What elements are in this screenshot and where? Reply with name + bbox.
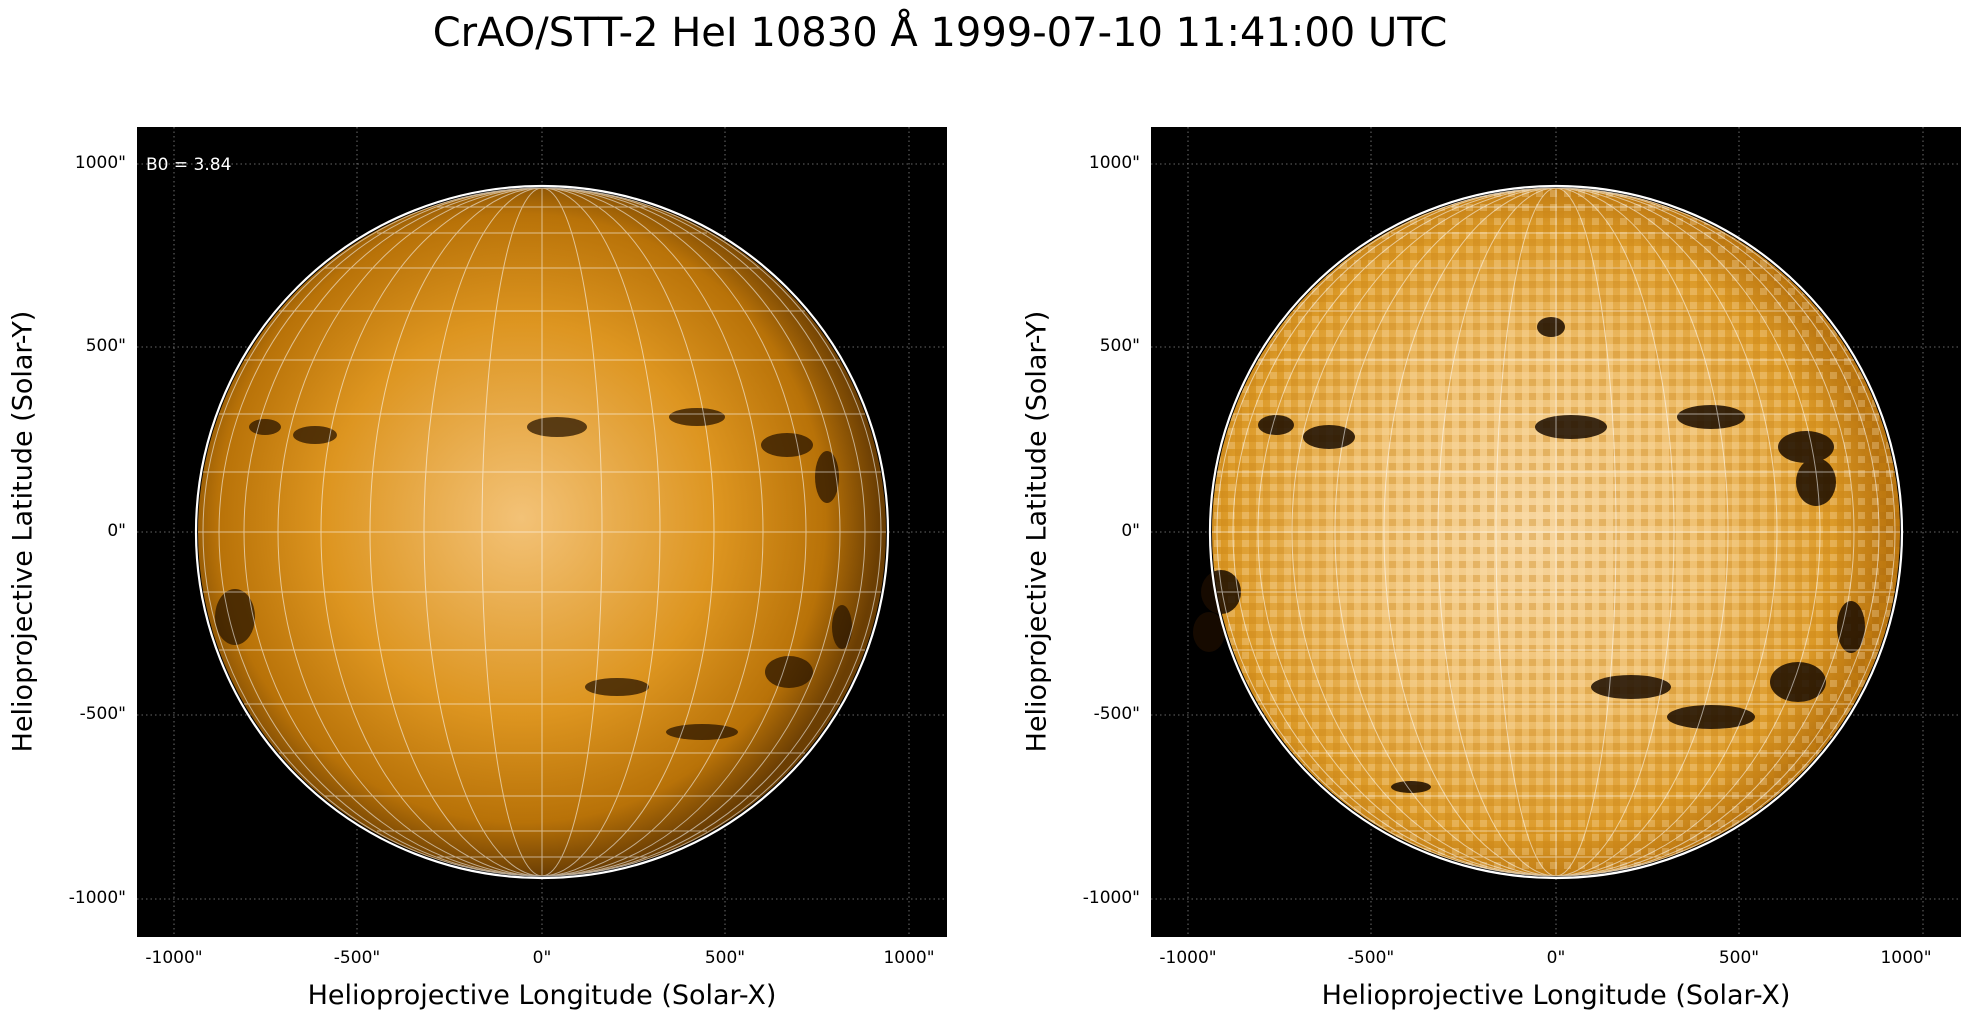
y-tick-label: -500": [1093, 704, 1140, 724]
y-tick-label: -1000": [1082, 888, 1140, 908]
x-tick-label: -500": [333, 948, 381, 968]
x-tick-label: 500": [1718, 948, 1760, 968]
x-axis-label: Helioprojective Longitude (Solar-X): [307, 980, 777, 1011]
solar-disk-left: [137, 127, 947, 937]
y-tick-label: -500": [79, 704, 126, 724]
filaments: [1193, 317, 1865, 793]
x-tick-label: 1000": [883, 948, 935, 968]
x-tick-label: 1000": [1880, 948, 1932, 968]
x-axis-label: Helioprojective Longitude (Solar-X): [1321, 980, 1791, 1011]
y-axis-label: Helioprojective Latitude (Solar-Y): [1021, 310, 1053, 753]
y-tick-label: 1000": [1088, 153, 1140, 173]
x-tick-label: -1000": [145, 948, 203, 968]
heliographic-grid: [1212, 187, 1900, 877]
y-axis-label: Helioprojective Latitude (Solar-Y): [7, 310, 39, 753]
figure-title: CrAO/STT-2 HeI 10830 Å 1999-07-10 11:41:…: [432, 10, 1448, 56]
y-tick-label: 0": [1121, 521, 1140, 541]
solar-limb: [1208, 184, 1904, 880]
y-tick-label: 500": [1099, 336, 1140, 356]
y-tick-label: -1000": [68, 888, 126, 908]
x-tick-label: -1000": [1159, 948, 1217, 968]
solar-disk-right: [1151, 127, 1961, 937]
x-tick-label: 500": [704, 948, 746, 968]
filaments: [215, 408, 852, 740]
x-tick-label: 0": [532, 948, 552, 968]
b0-annotation: B0 = 3.84: [146, 155, 232, 175]
solar-image-right: [1151, 127, 1961, 937]
solar-image-left: [137, 127, 947, 937]
y-tick-label: 1000": [74, 153, 126, 173]
y-tick-label: 0": [107, 521, 126, 541]
heliographic-grid: [198, 187, 886, 877]
y-tick-label: 500": [85, 336, 126, 356]
solar-limb: [194, 184, 890, 880]
x-tick-label: 0": [1546, 948, 1566, 968]
x-tick-label: -500": [1347, 948, 1395, 968]
